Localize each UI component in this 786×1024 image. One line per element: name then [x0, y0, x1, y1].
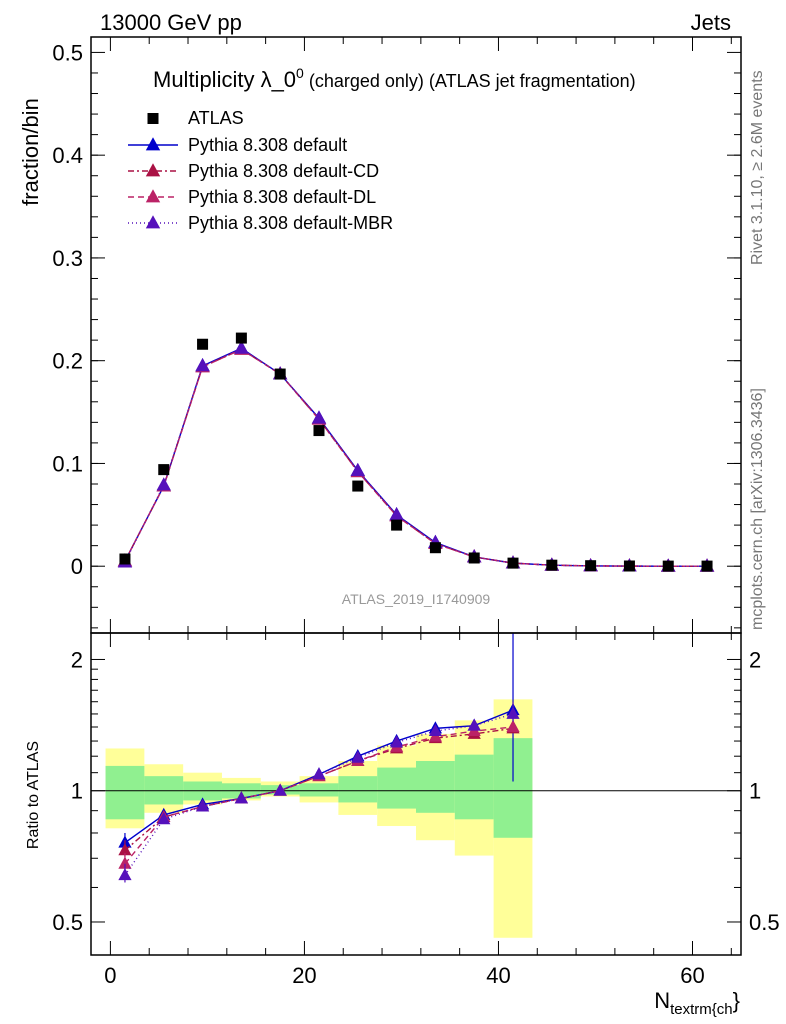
ratio-band-inner — [338, 776, 378, 803]
ratio-series-marker — [157, 812, 171, 825]
ratio-ytick-label-right: 2 — [749, 647, 761, 672]
data-point — [352, 480, 364, 492]
legend-marker-0 — [145, 137, 161, 151]
x-axis-label-tail: } — [733, 988, 740, 1013]
main-ytick-label: 0.5 — [52, 40, 83, 65]
main-series-line-1 — [124, 348, 708, 567]
main-ytick-label: 0.1 — [52, 451, 83, 476]
main-series-marker — [311, 410, 327, 424]
legend-marker-3 — [145, 215, 161, 229]
legend-label-0: Pythia 8.308 default — [188, 135, 347, 155]
main-title-suffix: (charged only) (ATLAS jet fragmentation) — [304, 71, 636, 91]
ratio-series-marker — [389, 735, 404, 748]
legend-label-3: Pythia 8.308 default-MBR — [188, 213, 393, 233]
category-label: Jets — [691, 10, 731, 35]
ratio-series-marker — [467, 718, 481, 731]
x-axis-label-sub: textrm{ch — [670, 1001, 733, 1018]
ratio-ylabel: Ratio to ATLAS — [25, 741, 42, 849]
main-series-line-3 — [124, 347, 708, 567]
ratio-panel: 0.5 0.51 12 20 20 40 60 Ratio to ATLAS Ntextrm… — [25, 632, 780, 1018]
data-point — [429, 542, 441, 554]
ratio-ytick-label-right: 0.5 — [749, 910, 780, 935]
main-title-text: Multiplicity λ_0 — [153, 67, 296, 92]
ratio-ytick-label: 1 — [71, 779, 83, 804]
data-point — [274, 368, 286, 380]
ratio-band-inner — [377, 767, 416, 809]
x-axis-label-main: N — [654, 988, 670, 1013]
main-series-marker — [350, 462, 365, 477]
ratio-series-marker — [195, 799, 210, 812]
x-axis-label: Ntextrm{ch} — [654, 988, 740, 1018]
main-series-marker — [389, 507, 404, 521]
ratio-series-marker — [351, 750, 365, 763]
ratio-frame — [90, 632, 742, 956]
data-point — [468, 552, 480, 564]
ratio-ytick-label-right: 1 — [749, 779, 761, 804]
rivet-label: Rivet 3.1.10, ≥ 2.6M events — [749, 70, 766, 265]
ratio-ytick-label: 0.5 — [52, 910, 83, 935]
main-ytick-label: 0 — [71, 554, 83, 579]
ratio-band-inner — [416, 760, 455, 813]
ratio-series-marker — [428, 723, 443, 737]
main-series-marker — [234, 340, 249, 354]
main-ytick-label: 0.3 — [52, 246, 83, 271]
mcplots-label: mcplots.cern.ch [arXiv:1306.3436] — [749, 388, 766, 630]
main-ytick-label: 0.4 — [52, 143, 83, 168]
energy-label: 13000 GeV pp — [100, 10, 242, 35]
legend-label-data: ATLAS — [188, 108, 244, 128]
ratio-band-inner — [454, 754, 494, 820]
ratio-band-inner — [105, 765, 145, 820]
main-series-marker — [156, 477, 171, 491]
data-point — [197, 338, 209, 350]
main-title-superscript: 0 — [296, 65, 304, 81]
legend-label-2: Pythia 8.308 default-DL — [188, 187, 376, 207]
data-point — [585, 560, 597, 572]
main-series-line-0 — [124, 347, 708, 567]
legend-label-1: Pythia 8.308 default-CD — [188, 161, 379, 181]
legend-marker-data — [147, 113, 159, 124]
xtick-label: 60 — [680, 963, 704, 988]
ratio-ytick-label: 2 — [71, 647, 83, 672]
ratio-series-marker — [118, 868, 132, 881]
data-point — [507, 557, 519, 569]
data-point — [623, 560, 635, 572]
main-panel: 0 0.1 0.2 0.3 0.4 0.5 fraction/bin Multiplici… — [18, 36, 742, 634]
ratio-series-marker — [506, 719, 520, 732]
ratio-band-inner — [299, 783, 339, 797]
main-ytick-label: 0.2 — [52, 349, 83, 374]
xtick-label: 40 — [486, 963, 510, 988]
main-series-marker — [195, 358, 210, 372]
ratio-series-marker — [118, 856, 132, 869]
ratio-series-marker — [118, 843, 132, 856]
data-point — [701, 560, 713, 572]
data-point — [235, 332, 247, 344]
data-point — [119, 553, 131, 565]
watermark: ATLAS_2019_I1740909 — [342, 591, 491, 607]
xtick-label: 0 — [104, 963, 116, 988]
data-point — [158, 464, 170, 476]
legend: ATLAS Pythia 8.308 default Pythia 8.308 de… — [128, 108, 393, 233]
main-series-line-2 — [124, 348, 708, 567]
data-point — [313, 425, 325, 437]
ratio-series-marker — [506, 706, 520, 719]
ratio-series-marker — [273, 783, 287, 796]
ratio-series-marker — [312, 767, 326, 780]
data-point — [662, 560, 674, 572]
ratio-series-marker — [234, 791, 248, 804]
legend-marker-1 — [145, 163, 161, 177]
main-ylabel: fraction/bin — [18, 98, 43, 206]
main-title: Multiplicity λ_00 (charged only) (ATLAS … — [153, 65, 636, 92]
data-point — [391, 519, 403, 531]
data-point — [546, 559, 558, 571]
xtick-label: 20 — [292, 963, 316, 988]
legend-marker-2 — [145, 189, 161, 203]
